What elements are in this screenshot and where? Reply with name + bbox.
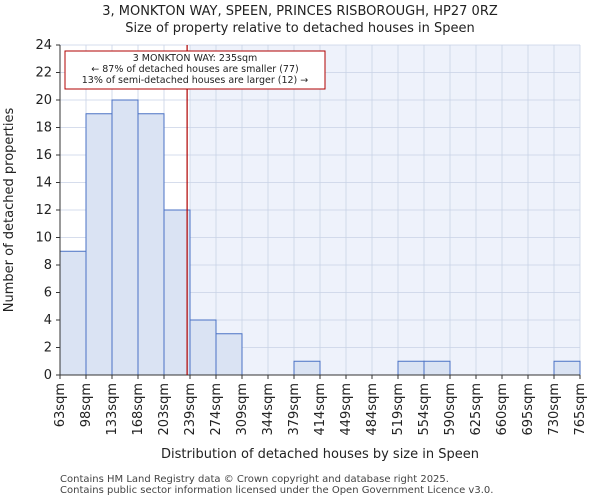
y-tick-label: 10	[35, 231, 52, 246]
chart-title: 3, MONKTON WAY, SPEEN, PRINCES RISBOROUG…	[102, 4, 498, 19]
y-tick-label: 6	[44, 286, 52, 301]
y-tick-label: 12	[35, 203, 52, 218]
x-tick-label: 414sqm	[313, 383, 328, 436]
annotation-smaller: ← 87% of detached houses are smaller (77…	[91, 64, 298, 75]
annotation-larger: 13% of semi-detached houses are larger (…	[82, 75, 309, 86]
bar	[189, 319, 217, 376]
x-tick-label: 590sqm	[443, 383, 458, 436]
y-tick-label: 14	[35, 176, 52, 191]
bar	[423, 360, 451, 376]
x-tick-label: 730sqm	[547, 383, 562, 436]
bar	[397, 360, 425, 376]
x-tick-label: 625sqm	[469, 383, 484, 436]
footer-copyright: Contains HM Land Registry data © Crown c…	[60, 474, 449, 485]
x-tick-label: 554sqm	[417, 383, 432, 436]
x-tick-label: 484sqm	[365, 383, 380, 436]
bar	[137, 113, 165, 376]
x-tick-label: 168sqm	[131, 383, 146, 436]
bar	[111, 99, 139, 376]
x-tick-label: 63sqm	[53, 383, 68, 427]
x-tick-label: 765sqm	[573, 383, 588, 436]
x-tick-label: 449sqm	[339, 383, 354, 436]
chart-subtitle: Size of property relative to detached ho…	[125, 21, 475, 36]
y-tick-label: 0	[44, 368, 52, 383]
x-axis-title: Distribution of detached houses by size …	[161, 447, 479, 462]
x-tick-label: 379sqm	[287, 383, 302, 436]
bar	[293, 360, 321, 376]
y-tick-label: 18	[35, 121, 52, 136]
y-tick-label: 24	[35, 38, 52, 53]
x-tick-label: 695sqm	[521, 383, 536, 436]
footer-licence: Contains public sector information licen…	[60, 485, 494, 496]
annotation-title: 3 MONKTON WAY: 235sqm	[133, 53, 258, 64]
x-tick-label: 660sqm	[495, 383, 510, 436]
x-tick-label: 203sqm	[157, 383, 172, 436]
x-tick-label: 133sqm	[105, 383, 120, 436]
y-tick-label: 4	[44, 313, 52, 328]
y-tick-label: 2	[44, 341, 52, 356]
bar	[85, 113, 113, 376]
bar	[163, 209, 191, 376]
y-tick-label: 20	[35, 93, 52, 108]
x-tick-label: 274sqm	[209, 383, 224, 436]
bar	[59, 250, 87, 376]
x-tick-label: 519sqm	[391, 383, 406, 436]
annotation-box	[64, 50, 326, 90]
y-tick-label: 16	[35, 148, 52, 163]
y-tick-label: 22	[35, 66, 52, 81]
y-tick-label: 8	[44, 258, 52, 273]
y-axis-title: Number of detached properties	[2, 108, 17, 313]
x-tick-label: 98sqm	[79, 383, 94, 427]
x-tick-label: 309sqm	[235, 383, 250, 436]
bar	[215, 333, 243, 376]
x-tick-label: 239sqm	[183, 383, 198, 436]
x-tick-label: 344sqm	[261, 383, 276, 436]
bar	[553, 360, 581, 376]
